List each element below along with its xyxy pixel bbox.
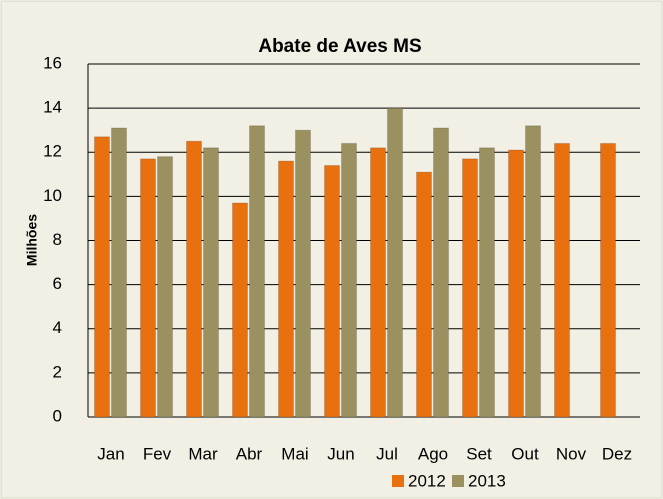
x-tick-label: Set: [466, 444, 492, 463]
x-tick-label: Dez: [602, 444, 632, 463]
bar: [341, 142, 357, 418]
x-tick-label: Jun: [327, 444, 354, 463]
bar: [94, 136, 110, 418]
y-tick-label: 4: [53, 318, 62, 337]
bar: [416, 171, 432, 418]
bar: [433, 127, 449, 418]
x-tick-label: Jul: [376, 444, 398, 463]
x-tick-label: Fev: [143, 444, 172, 463]
legend-swatch: [452, 475, 464, 487]
bar: [508, 149, 524, 418]
bar: [186, 140, 202, 418]
x-tick-label: Ago: [418, 444, 448, 463]
bar: [370, 147, 386, 418]
y-tick-label: 10: [43, 186, 62, 205]
y-tick-label: 12: [43, 142, 62, 161]
x-tick-label: Mar: [188, 444, 218, 463]
y-tick-label: 14: [43, 98, 62, 117]
bar: [140, 158, 156, 418]
bar: [525, 125, 541, 418]
y-tick-label: 0: [53, 406, 62, 425]
x-tick-label: Nov: [556, 444, 587, 463]
bar: [203, 147, 219, 418]
x-tick-label: Abr: [236, 444, 263, 463]
y-tick-label: 6: [53, 274, 62, 293]
y-tick-label: 8: [53, 230, 62, 249]
bar: [232, 202, 248, 418]
bar: [278, 160, 294, 418]
x-tick-label: Mai: [281, 444, 308, 463]
y-axis-label: Milhões: [24, 214, 40, 266]
bar: [387, 107, 403, 418]
x-tick-label: Jan: [97, 444, 124, 463]
bar: [600, 142, 616, 418]
legend-label: 2012: [408, 471, 446, 490]
legend-label: 2013: [468, 471, 506, 490]
y-tick-label: 16: [43, 53, 62, 72]
chart-title: Abate de Aves MS: [258, 36, 421, 57]
bar: [295, 129, 311, 418]
bar: [462, 158, 478, 418]
y-tick-label: 2: [53, 362, 62, 381]
x-tick-label: Out: [511, 444, 539, 463]
bar: [157, 156, 173, 418]
bar: [479, 147, 495, 418]
legend-swatch: [392, 475, 404, 487]
bar: [554, 142, 570, 418]
bar: [111, 127, 127, 418]
bar: [249, 125, 265, 418]
bar: [324, 164, 340, 418]
